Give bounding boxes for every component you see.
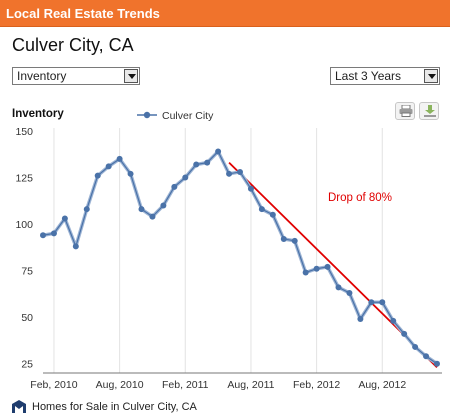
x-tick-label: Feb, 2011 [162, 379, 209, 391]
data-point[interactable] [280, 235, 287, 242]
x-tick-label: Aug, 2011 [227, 379, 274, 391]
x-tick-label: Feb, 2012 [293, 379, 340, 391]
data-point[interactable] [116, 155, 123, 162]
data-point[interactable] [40, 232, 46, 239]
data-point[interactable] [324, 263, 331, 270]
data-point[interactable] [72, 243, 79, 250]
metric-select[interactable]: Inventory [12, 67, 140, 85]
legend-label[interactable]: Culver City [162, 110, 214, 122]
data-point[interactable] [269, 211, 276, 218]
data-point[interactable] [258, 206, 265, 213]
print-button[interactable] [395, 102, 415, 120]
data-point[interactable] [291, 237, 298, 244]
data-point[interactable] [215, 148, 222, 155]
data-point[interactable] [182, 174, 189, 181]
location-title: Culver City, CA [12, 35, 134, 55]
chevron-down-icon[interactable] [424, 69, 438, 83]
data-point[interactable] [127, 170, 134, 177]
data-point[interactable] [313, 265, 320, 272]
data-point[interactable] [226, 170, 233, 177]
data-point[interactable] [237, 168, 243, 175]
data-point[interactable] [401, 330, 408, 337]
data-point[interactable] [390, 317, 397, 324]
brand-logo-icon [12, 400, 26, 413]
data-point[interactable] [357, 316, 364, 323]
data-point[interactable] [61, 215, 68, 222]
data-point[interactable] [204, 159, 211, 166]
y-tick-label: 125 [15, 173, 33, 185]
header-bar: Local Real Estate Trends [0, 0, 450, 27]
homes-for-sale-link[interactable]: Homes for Sale in Culver City, CA [32, 401, 197, 413]
chart-title: Inventory [12, 108, 64, 120]
range-select[interactable]: Last 3 Years [330, 67, 440, 85]
data-point[interactable] [434, 360, 440, 367]
data-point[interactable] [247, 185, 254, 192]
series-line-culver-city [42, 149, 438, 366]
data-point[interactable] [193, 161, 200, 168]
chevron-down-icon[interactable] [124, 69, 138, 83]
y-tick-label: 100 [15, 219, 33, 231]
download-button[interactable] [419, 102, 439, 120]
legend-marker [143, 111, 151, 119]
printer-icon [399, 105, 413, 117]
data-point[interactable] [335, 284, 342, 291]
y-tick-label: 75 [21, 266, 33, 278]
download-icon [424, 105, 436, 117]
data-point[interactable] [160, 202, 167, 209]
data-point[interactable] [138, 206, 145, 213]
x-tick-label: Aug, 2012 [358, 379, 406, 391]
range-select-value: Last 3 Years [335, 69, 402, 83]
y-tick-label: 150 [15, 126, 33, 138]
data-point[interactable] [171, 183, 178, 190]
y-tick-label: 25 [21, 359, 33, 371]
data-point[interactable] [346, 289, 353, 296]
data-point[interactable] [302, 269, 309, 276]
data-point[interactable] [423, 353, 430, 360]
annotation-label: Drop of 80% [328, 192, 392, 204]
data-point[interactable] [94, 172, 101, 179]
data-point[interactable] [105, 163, 112, 170]
data-point[interactable] [50, 230, 57, 237]
header-title: Local Real Estate Trends [6, 6, 160, 21]
data-point[interactable] [149, 213, 156, 220]
x-tick-label: Aug, 2010 [96, 379, 144, 391]
y-tick-label: 50 [21, 312, 33, 324]
data-point[interactable] [368, 299, 375, 306]
inventory-chart: Feb, 2010 Aug, 2010 Feb, 2011 Aug, 2011 Feb,… [12, 108, 442, 391]
data-point[interactable] [379, 299, 386, 306]
footer: Homes for Sale in Culver City, CA [0, 396, 450, 417]
data-point[interactable] [412, 343, 419, 350]
data-point[interactable] [83, 206, 90, 213]
metric-select-value: Inventory [17, 69, 67, 83]
x-tick-label: Feb, 2010 [30, 379, 77, 391]
series-line-core [42, 150, 438, 365]
